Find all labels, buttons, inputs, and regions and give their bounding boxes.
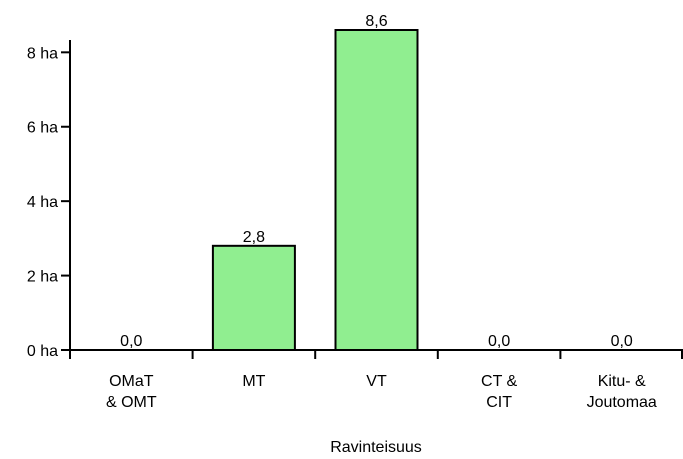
category-label: VT xyxy=(366,373,387,390)
category-label: CT & xyxy=(481,373,517,390)
y-tick-label: 4 ha xyxy=(27,194,58,211)
y-tick-label: 0 ha xyxy=(27,343,58,360)
category-label: & OMT xyxy=(106,394,157,411)
bar xyxy=(211,244,296,351)
y-tick-label: 8 ha xyxy=(27,45,58,62)
data-label: 0,0 xyxy=(611,333,633,350)
y-tick-label: 2 ha xyxy=(27,269,58,286)
data-label: 8,6 xyxy=(365,13,387,30)
category-label: OMaT xyxy=(109,373,154,390)
category-label: MT xyxy=(242,373,265,390)
bars-group: 0,0 2,8 8,6 0,0 0,0 xyxy=(120,13,633,351)
data-label: 0,0 xyxy=(488,333,510,350)
category-label: Kitu- & xyxy=(598,373,646,390)
x-axis-title: Ravinteisuus xyxy=(330,439,422,456)
x-axis: OMaT & OMT MT VT CT & CIT Kitu- & Joutomaa xyxy=(65,349,683,411)
y-tick-label: 6 ha xyxy=(27,120,58,137)
category-label: CIT xyxy=(486,394,512,411)
data-label: 0,0 xyxy=(120,333,142,350)
data-label: 2,8 xyxy=(243,229,265,246)
y-axis: 0 ha 2 ha 4 ha 6 ha 8 ha xyxy=(27,40,71,360)
category-label: Joutomaa xyxy=(587,394,657,411)
bar xyxy=(334,29,419,351)
